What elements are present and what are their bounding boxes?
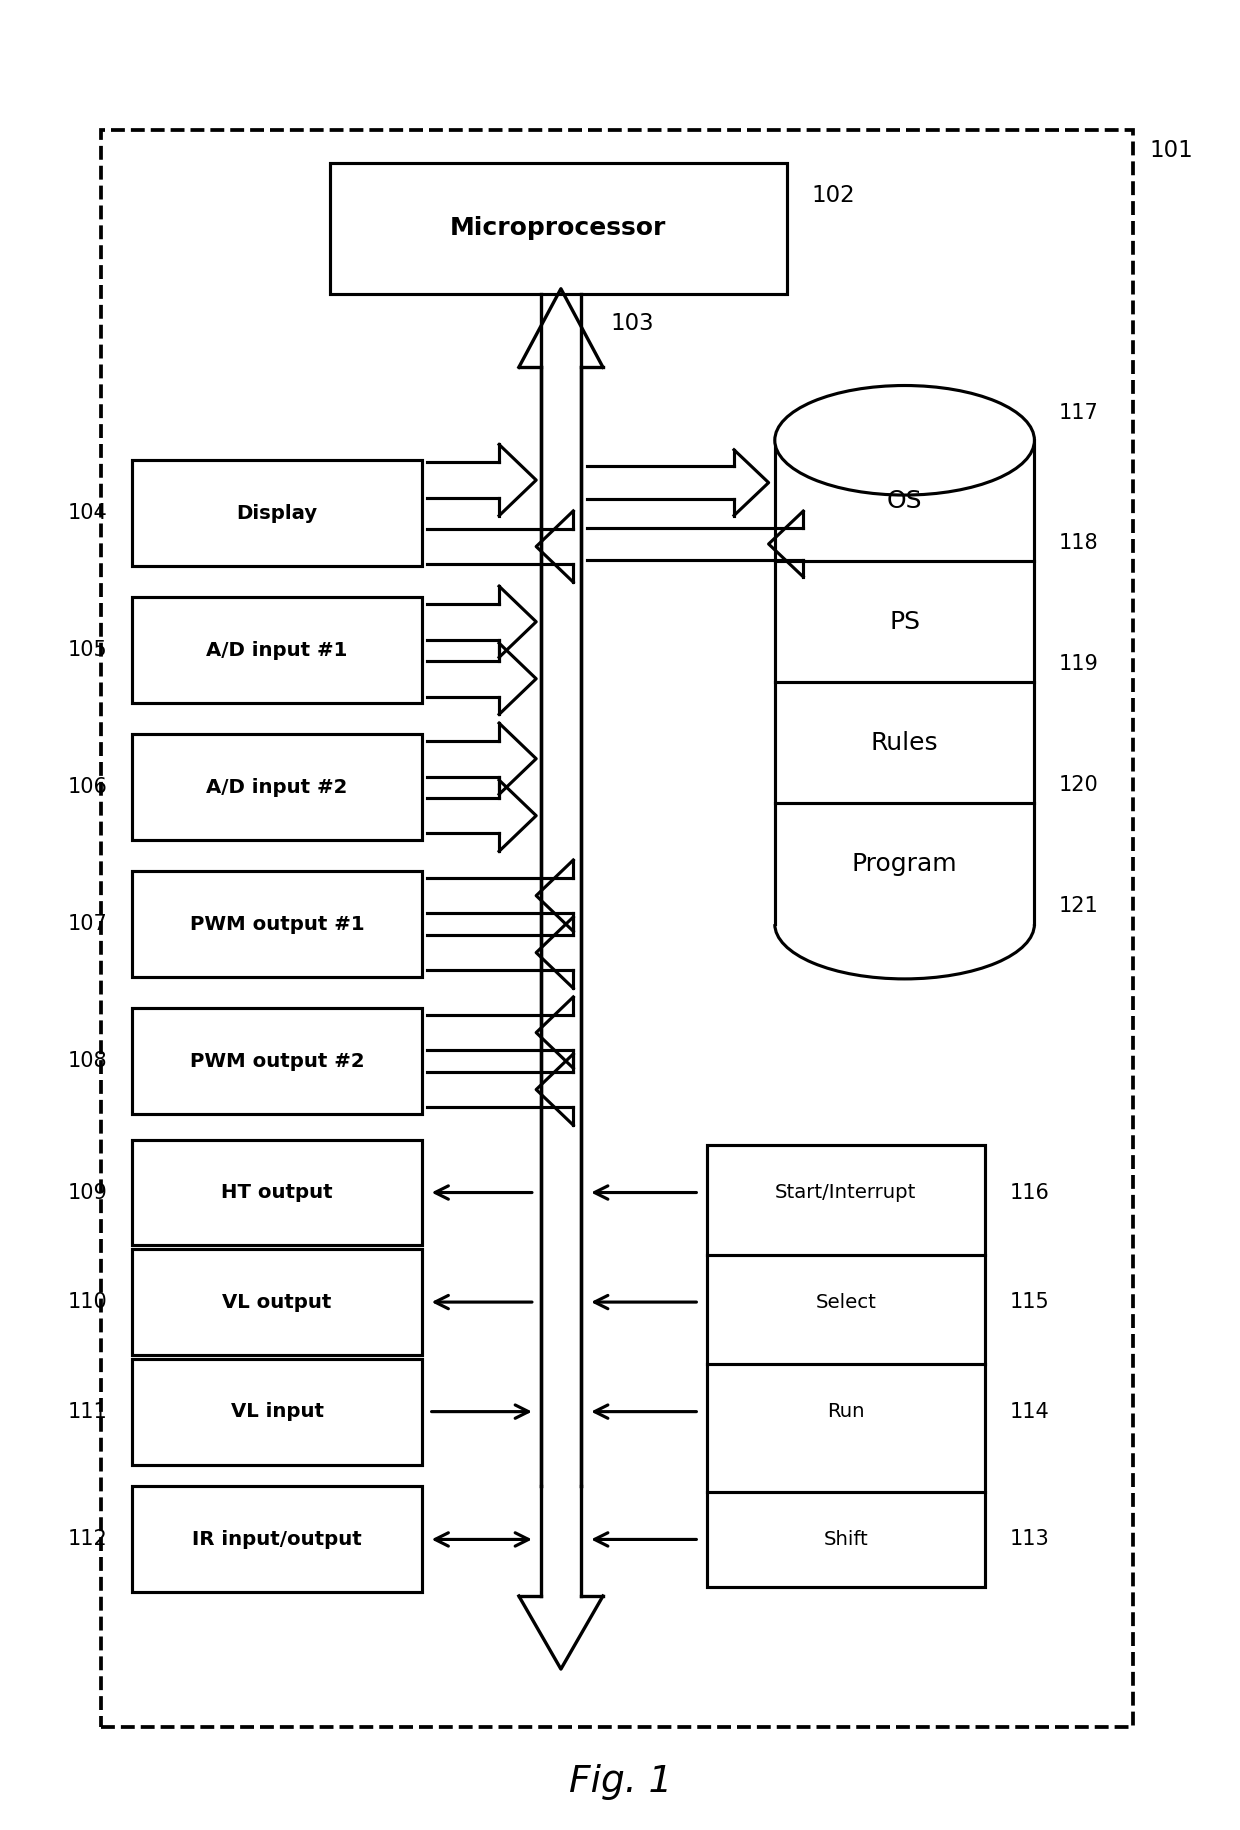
Bar: [131, 1140, 423, 1246]
Text: IR input/output: IR input/output: [192, 1530, 362, 1548]
Text: 119: 119: [1059, 653, 1099, 673]
Text: 101: 101: [1149, 139, 1193, 163]
Text: 120: 120: [1059, 776, 1099, 794]
Text: 109: 109: [67, 1182, 107, 1202]
Ellipse shape: [775, 386, 1034, 496]
Bar: [100, 130, 1133, 1728]
Text: 104: 104: [67, 503, 107, 523]
Text: 105: 105: [67, 640, 107, 661]
Bar: [330, 163, 787, 295]
Text: 116: 116: [1009, 1182, 1049, 1202]
Text: PS: PS: [889, 609, 920, 633]
Text: 115: 115: [1009, 1292, 1049, 1312]
Text: PWM output #1: PWM output #1: [190, 915, 365, 933]
Text: 117: 117: [1059, 403, 1099, 423]
Bar: [131, 597, 423, 703]
Bar: [131, 461, 423, 565]
Text: PWM output #2: PWM output #2: [190, 1052, 365, 1071]
Bar: [131, 1358, 423, 1464]
Bar: [131, 871, 423, 977]
Text: Program: Program: [852, 851, 957, 875]
Text: 112: 112: [67, 1530, 107, 1550]
Bar: [131, 1250, 423, 1354]
Text: Display: Display: [237, 503, 317, 523]
Text: 111: 111: [67, 1402, 107, 1422]
Text: 108: 108: [67, 1050, 107, 1071]
Bar: [707, 1146, 985, 1587]
Text: Microprocessor: Microprocessor: [450, 216, 666, 240]
Text: 121: 121: [1059, 897, 1099, 917]
Text: 113: 113: [1009, 1530, 1049, 1550]
Text: A/D input #1: A/D input #1: [206, 640, 347, 661]
Text: OS: OS: [887, 489, 923, 512]
Bar: [775, 441, 1034, 924]
Text: 110: 110: [67, 1292, 107, 1312]
Bar: [131, 1008, 423, 1114]
Bar: [131, 734, 423, 840]
Text: 114: 114: [1009, 1402, 1049, 1422]
Text: Shift: Shift: [823, 1530, 868, 1548]
Text: 107: 107: [67, 915, 107, 933]
Text: Start/Interrupt: Start/Interrupt: [775, 1182, 916, 1202]
Text: Rules: Rules: [870, 730, 937, 754]
Text: HT output: HT output: [221, 1182, 332, 1202]
Text: Run: Run: [827, 1402, 864, 1422]
Text: VL input: VL input: [231, 1402, 324, 1422]
Text: 102: 102: [811, 185, 856, 207]
Bar: [131, 1486, 423, 1592]
Text: VL output: VL output: [222, 1292, 332, 1312]
Text: 106: 106: [67, 778, 107, 798]
Text: 118: 118: [1059, 533, 1099, 553]
Text: 103: 103: [610, 313, 653, 335]
Text: A/D input #2: A/D input #2: [206, 778, 347, 796]
Text: Fig. 1: Fig. 1: [568, 1764, 672, 1801]
Text: Select: Select: [815, 1292, 875, 1312]
